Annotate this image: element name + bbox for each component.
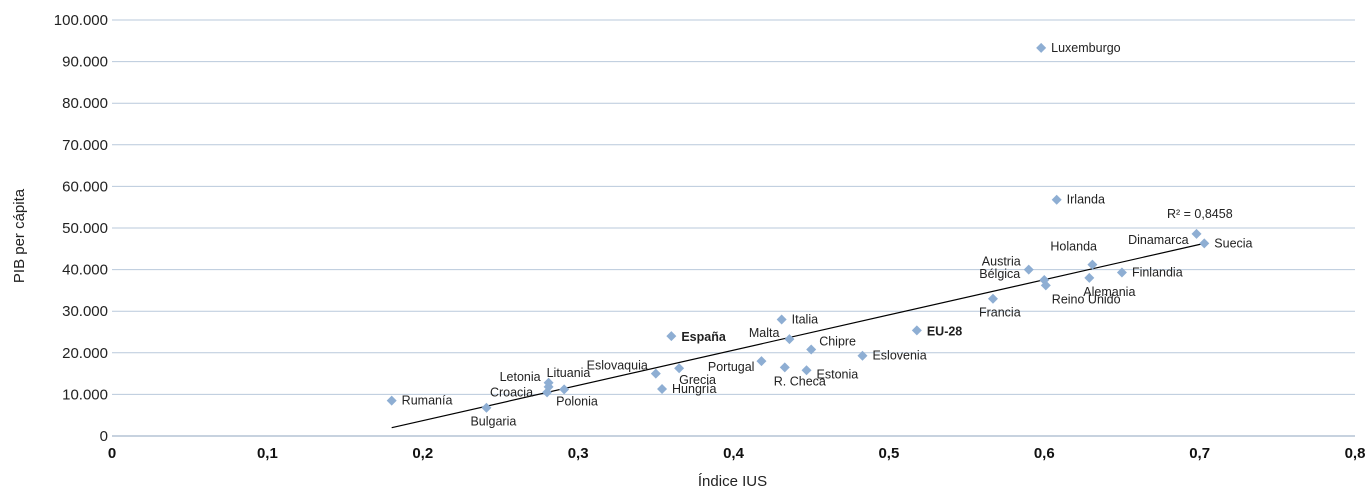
point-label: Eslovenia	[872, 349, 926, 363]
data-point	[857, 350, 868, 361]
point-label: Bélgica	[979, 267, 1020, 281]
x-tick-label: 0,7	[1189, 445, 1210, 462]
y-tick-label: 20.000	[62, 345, 108, 362]
point-label: Rumanía	[402, 394, 453, 408]
point-label: EU-28	[927, 324, 962, 338]
data-point	[386, 395, 397, 406]
x-tick-label: 0,3	[568, 445, 589, 462]
point-label: Chipre	[819, 334, 856, 348]
point-label: Croacia	[490, 385, 533, 399]
data-point	[674, 363, 685, 374]
point-label: Reino Unido	[1052, 292, 1121, 306]
point-label: Finlandia	[1132, 266, 1183, 280]
point-label: Estonia	[817, 367, 859, 381]
y-tick-label: 70.000	[62, 137, 108, 154]
point-labels: Rumanía Bulgaria Letonia Lituania Croacia Pol…	[402, 41, 1253, 429]
y-tick-label: 60.000	[62, 178, 108, 195]
point-label: Irlanda	[1067, 193, 1105, 207]
x-tick-label: 0,1	[257, 445, 278, 462]
x-tick-label: 0,8	[1345, 445, 1366, 462]
data-points	[386, 42, 1210, 413]
point-label: Holanda	[1050, 240, 1097, 254]
data-point	[542, 387, 553, 398]
data-point	[779, 362, 790, 373]
data-point	[657, 383, 668, 394]
data-point	[481, 402, 492, 413]
x-tick-label: 0	[108, 445, 116, 462]
point-label: R. Checa	[774, 374, 826, 388]
point-label: Francia	[979, 306, 1021, 320]
data-point	[650, 368, 661, 379]
data-point	[1023, 264, 1034, 275]
data-point	[776, 314, 787, 325]
y-tick-label: 10.000	[62, 386, 108, 403]
data-point	[1087, 259, 1098, 270]
y-tick-label: 50.000	[62, 220, 108, 237]
data-point	[666, 331, 677, 342]
y-tick-label: 40.000	[62, 262, 108, 279]
data-point	[801, 365, 812, 376]
y-axis-title: PIB per cápita	[11, 188, 28, 283]
point-label: Suecia	[1214, 236, 1252, 250]
data-point	[784, 334, 795, 345]
data-point	[911, 325, 922, 336]
y-tick-label: 100.000	[54, 12, 108, 29]
y-tick-label: 0	[100, 428, 108, 445]
point-label: Eslovaquia	[587, 359, 648, 373]
x-tick-label: 0,5	[878, 445, 899, 462]
point-label: Hungría	[672, 382, 717, 396]
point-label: Portugal	[708, 360, 755, 374]
point-label: España	[681, 330, 727, 344]
point-label: Luxemburgo	[1051, 41, 1121, 55]
data-point	[559, 384, 570, 395]
data-point	[1051, 194, 1062, 205]
point-label: Polonia	[556, 394, 598, 408]
data-point	[806, 344, 817, 355]
data-point	[1040, 280, 1051, 291]
point-label: Bulgaria	[470, 415, 516, 429]
y-tick-label: 80.000	[62, 95, 108, 112]
point-label: Dinamarca	[1128, 233, 1188, 247]
data-point	[1036, 42, 1047, 53]
data-point	[756, 356, 767, 367]
trendline	[391, 242, 1205, 429]
point-label: Grecia	[679, 373, 716, 387]
x-axis-ticks: 0 0,1 0,2 0,3 0,4 0,5 0,6 0,7 0,8	[108, 445, 1366, 462]
y-tick-label: 90.000	[62, 54, 108, 71]
point-label: Alemania	[1083, 285, 1135, 299]
trendline-line	[391, 242, 1205, 429]
x-tick-label: 0,2	[412, 445, 433, 462]
x-tick-label: 0,6	[1034, 445, 1055, 462]
point-label: Letonia	[500, 370, 541, 384]
data-point	[1116, 267, 1127, 278]
grid-lines	[112, 19, 1355, 395]
data-point	[1191, 228, 1202, 239]
x-tick-label: 0,4	[723, 445, 745, 462]
point-label: Malta	[749, 326, 780, 340]
y-axis-ticks: 0 10.000 20.000 30.000 40.000 50.000 60.000 70.…	[54, 12, 108, 445]
data-point	[1084, 272, 1095, 283]
data-point	[1199, 238, 1210, 249]
data-point	[987, 293, 998, 304]
r-squared-label: R² = 0,8458	[1167, 207, 1233, 221]
y-tick-label: 30.000	[62, 303, 108, 320]
point-label: Lituania	[547, 366, 591, 380]
point-label: Austria	[982, 255, 1021, 269]
x-axis-title: Índice IUS	[698, 473, 767, 490]
point-label: Italia	[792, 313, 818, 327]
